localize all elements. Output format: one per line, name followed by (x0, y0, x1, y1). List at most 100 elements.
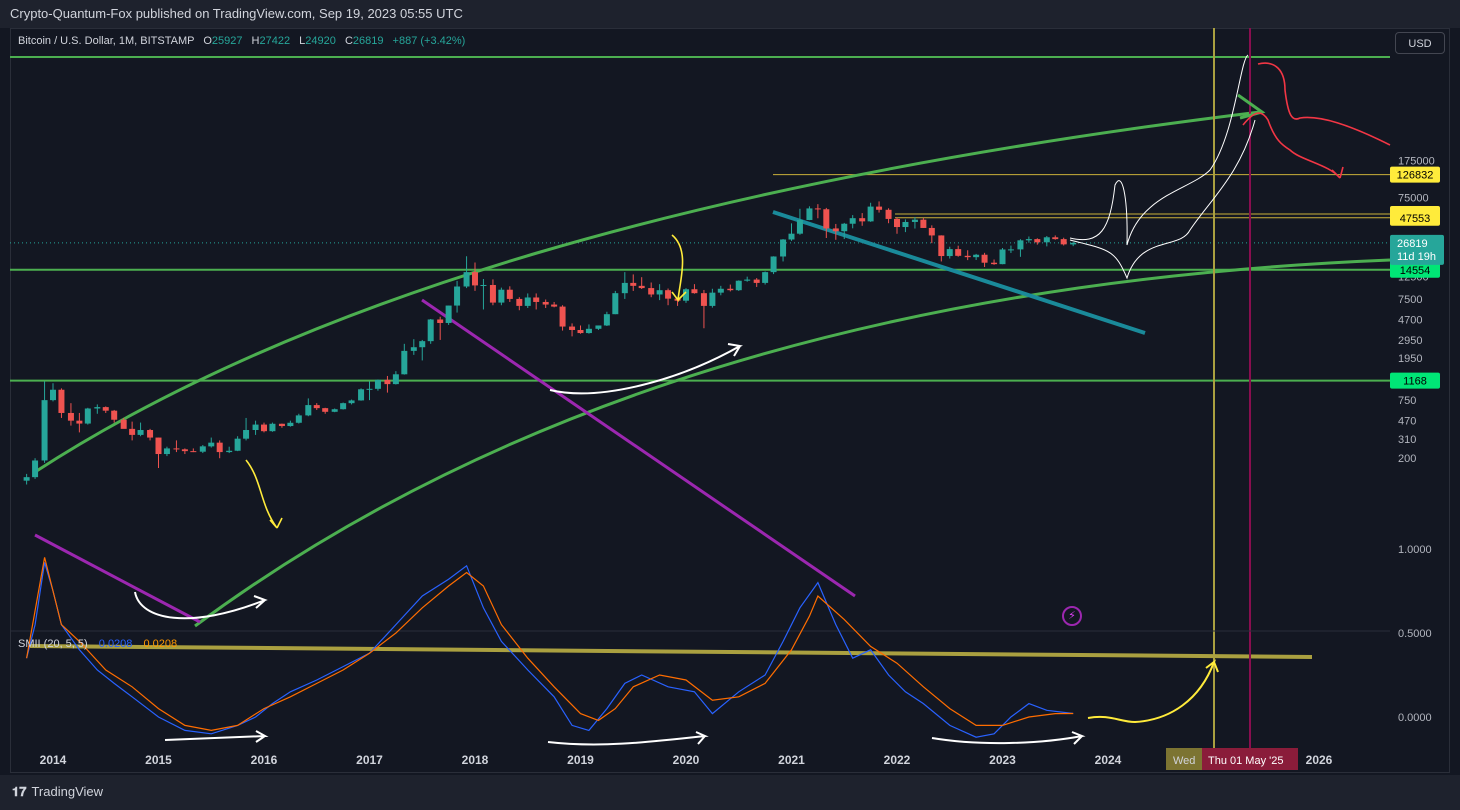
candle (533, 293, 540, 310)
candle (366, 381, 373, 401)
change-value: +887 (+3.42%) (392, 35, 466, 47)
candle (542, 299, 549, 309)
candle (445, 305, 452, 325)
hand-drawings (134, 54, 1391, 746)
candle (401, 343, 408, 375)
candle (32, 458, 39, 479)
candle (181, 448, 188, 455)
yellow-arrow-2015 (245, 459, 283, 529)
smii-name: SMII (20, 5, 5) (18, 638, 88, 650)
x-tick-label: 2024 (1095, 753, 1122, 767)
candle (920, 217, 927, 228)
candle (603, 311, 610, 327)
candle (709, 288, 716, 308)
candle (648, 282, 655, 298)
magenta-trend-2014 (34, 533, 201, 624)
candle (955, 245, 962, 257)
candle (683, 288, 689, 303)
candle (419, 339, 426, 361)
candle (463, 256, 470, 289)
candle (111, 409, 118, 423)
candle (498, 287, 505, 306)
candle (427, 319, 434, 344)
candle (392, 371, 399, 385)
candle (559, 305, 566, 331)
candle (23, 473, 30, 485)
candle (322, 407, 329, 414)
candle (94, 404, 101, 414)
candle (973, 253, 980, 260)
upper-channel-curve (34, 110, 1261, 474)
candle (480, 279, 487, 310)
level-badge (1390, 166, 1440, 183)
candle (595, 325, 602, 330)
currency-button[interactable]: USD (1395, 32, 1445, 54)
candle (410, 339, 417, 355)
candle (656, 284, 663, 301)
lower-channel-curve (194, 258, 1391, 628)
candle (1007, 245, 1014, 253)
candle (1043, 235, 1050, 247)
white-curve-2015 (134, 591, 268, 620)
candle (796, 208, 803, 235)
smii-tick-label: 1.0000 (1398, 544, 1432, 556)
white-smii-arrow-2015 (164, 730, 269, 743)
x-axis: 2014 2015 2016 2017 2018 2019 2020 2021 2022 2023… (40, 753, 1333, 767)
candle (226, 446, 233, 454)
x-tick-label: 2014 (40, 753, 67, 767)
smii-indicator: 1.0000 0.5000 0.0000 (10, 544, 1432, 738)
brand-name: TradingView (31, 784, 104, 799)
countdown-value: 11d 19h (1397, 251, 1436, 263)
y-tick-label: 2950 (1398, 335, 1422, 347)
candle (753, 278, 760, 287)
candle (243, 417, 250, 441)
candle (849, 215, 856, 229)
candle (1017, 239, 1024, 257)
candle (190, 448, 197, 453)
lightning-icon[interactable]: ⚡ (1062, 606, 1082, 626)
x-tick-label: 2022 (884, 753, 911, 767)
candle (964, 250, 971, 261)
open-value: 25927 (211, 35, 243, 47)
candle (928, 225, 935, 244)
white-projection-1 (1069, 54, 1249, 246)
candle (981, 252, 988, 268)
candle (735, 280, 742, 291)
candle (384, 375, 391, 393)
symbol-name: Bitcoin / U.S. Dollar, 1M, BITSTAMP (18, 35, 195, 47)
horizontal-levels (10, 56, 1390, 382)
smii-olive-line (29, 644, 1313, 659)
candle (770, 256, 777, 275)
candle (269, 422, 276, 432)
white-projection-2 (1069, 119, 1256, 280)
yellow-arrow-2019 (671, 234, 687, 303)
candle (305, 398, 312, 417)
candle (261, 422, 267, 433)
symbol-legend: Bitcoin / U.S. Dollar, 1M, BITSTAMP O259… (18, 35, 466, 47)
candle (744, 276, 751, 282)
candle (700, 289, 707, 329)
candle (50, 383, 56, 402)
footer-bar (0, 775, 1460, 810)
smii-tick-label: 0.0000 (1398, 712, 1432, 724)
candle (489, 279, 496, 306)
y-tick-label: 200 (1398, 453, 1416, 465)
date-labels: Wed Thu 01 May '25 (1166, 748, 1298, 770)
smii-tick-label: 0.5000 (1398, 628, 1432, 640)
candle (885, 208, 892, 224)
yellow-smii-projection (1087, 659, 1219, 724)
candle (41, 381, 48, 463)
red-projection-2 (1257, 62, 1391, 146)
level-value: 126832 (1397, 170, 1434, 182)
candle (876, 201, 883, 213)
candle (137, 422, 144, 437)
candle (894, 217, 900, 234)
candle (999, 247, 1006, 265)
current-price-value: 26819 (1397, 238, 1428, 250)
magenta-trend-2018 (421, 298, 856, 598)
price-labels: 12683251750475531455411682681911d 19h (1390, 166, 1444, 389)
level-value: 14554 (1400, 265, 1431, 277)
candle (1052, 235, 1059, 240)
candle (911, 217, 918, 229)
